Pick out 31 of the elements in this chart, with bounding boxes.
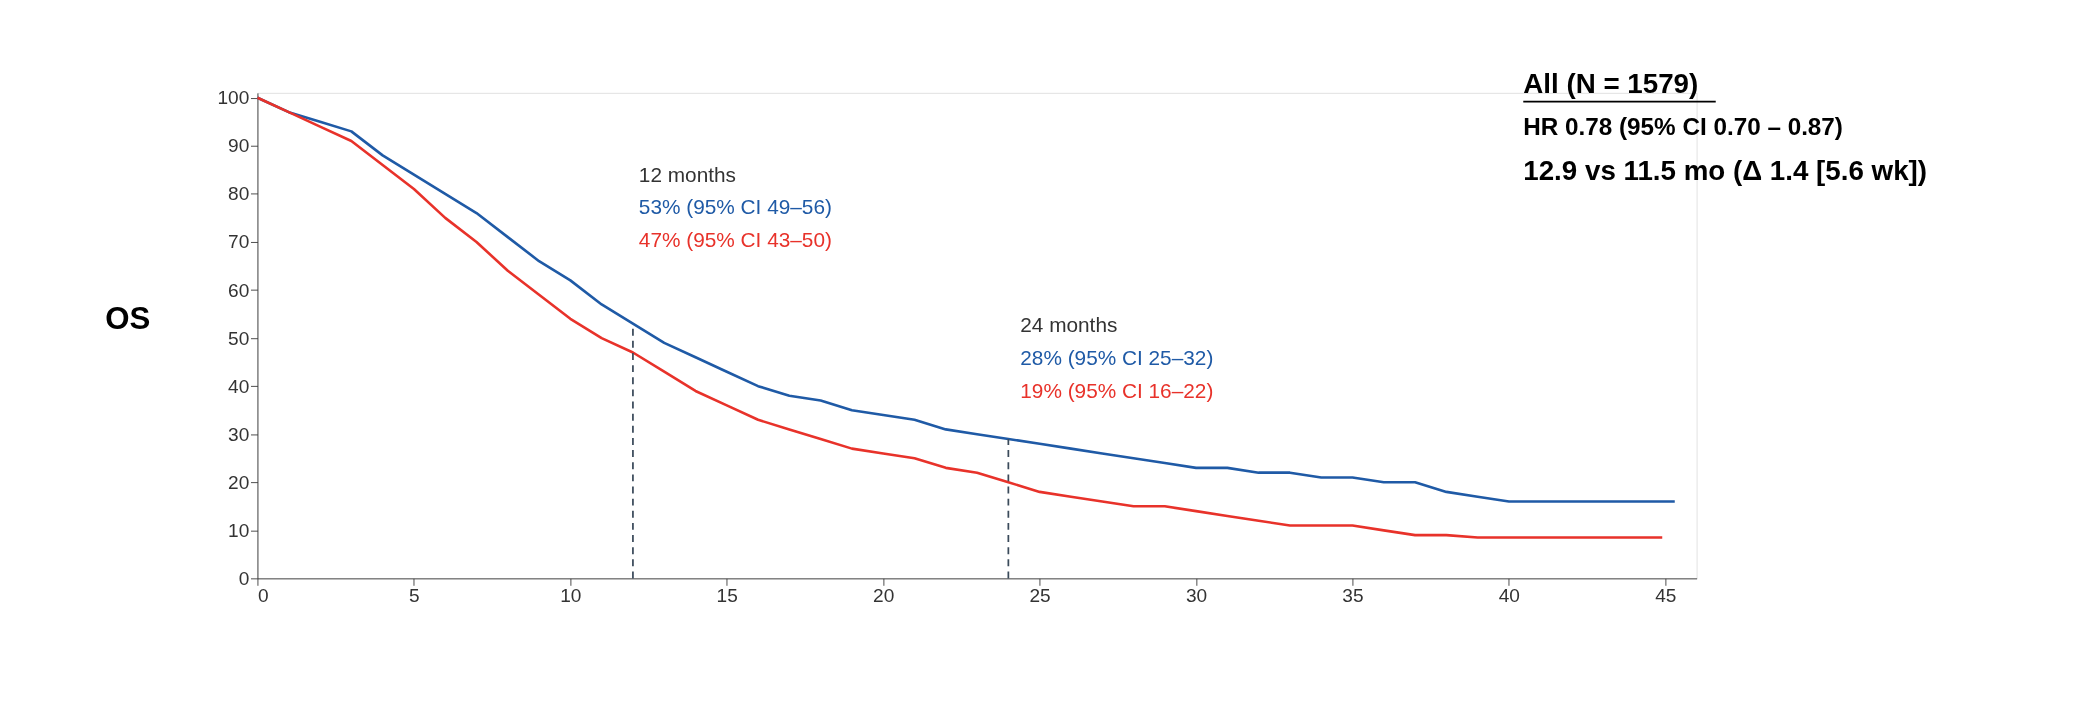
x-tick-label: 0	[257, 585, 269, 607]
x-tick-label: 15	[716, 585, 738, 607]
y-tick-label: 50	[228, 327, 250, 349]
x-tick-label: 35	[1342, 585, 1364, 607]
annotation: 47% (95% CI 43–50)	[638, 228, 832, 252]
y-tick-label: 100	[217, 87, 250, 109]
y-tick-label: 20	[228, 471, 250, 493]
annotation: 24 months	[1020, 313, 1118, 337]
x-tick-label: 45	[1655, 585, 1677, 607]
y-tick-label: 0	[238, 567, 250, 589]
x-tick-label: 40	[1498, 585, 1520, 607]
y-tick-label: 10	[228, 519, 250, 541]
y-tick-label: 60	[228, 279, 250, 301]
annotation: 12 months	[638, 162, 736, 186]
y-tick-label: 30	[228, 423, 250, 445]
y-axis-title: OS	[105, 301, 151, 337]
x-tick-label: 25	[1029, 585, 1051, 607]
annotation: 12.9 vs 11.5 mo (Δ 1.4 [5.6 wk])	[1523, 154, 1928, 186]
annotation: All (N = 1579)	[1523, 67, 1699, 99]
annotation: 28% (95% CI 25–32)	[1020, 345, 1214, 369]
annotation: 53% (95% CI 49–56)	[638, 195, 832, 219]
x-tick-label: 30	[1185, 585, 1208, 607]
annotation: HR 0.78 (95% CI 0.70 – 0.87)	[1523, 112, 1843, 140]
y-tick-label: 70	[228, 231, 250, 253]
x-tick-label: 10	[560, 585, 582, 607]
y-tick-label: 80	[228, 183, 250, 205]
annotation: 19% (95% CI 16–22)	[1020, 378, 1214, 402]
y-tick-label: 40	[228, 375, 250, 397]
x-tick-label: 5	[409, 585, 420, 607]
y-tick-label: 90	[228, 135, 250, 157]
x-tick-label: 20	[873, 585, 895, 607]
